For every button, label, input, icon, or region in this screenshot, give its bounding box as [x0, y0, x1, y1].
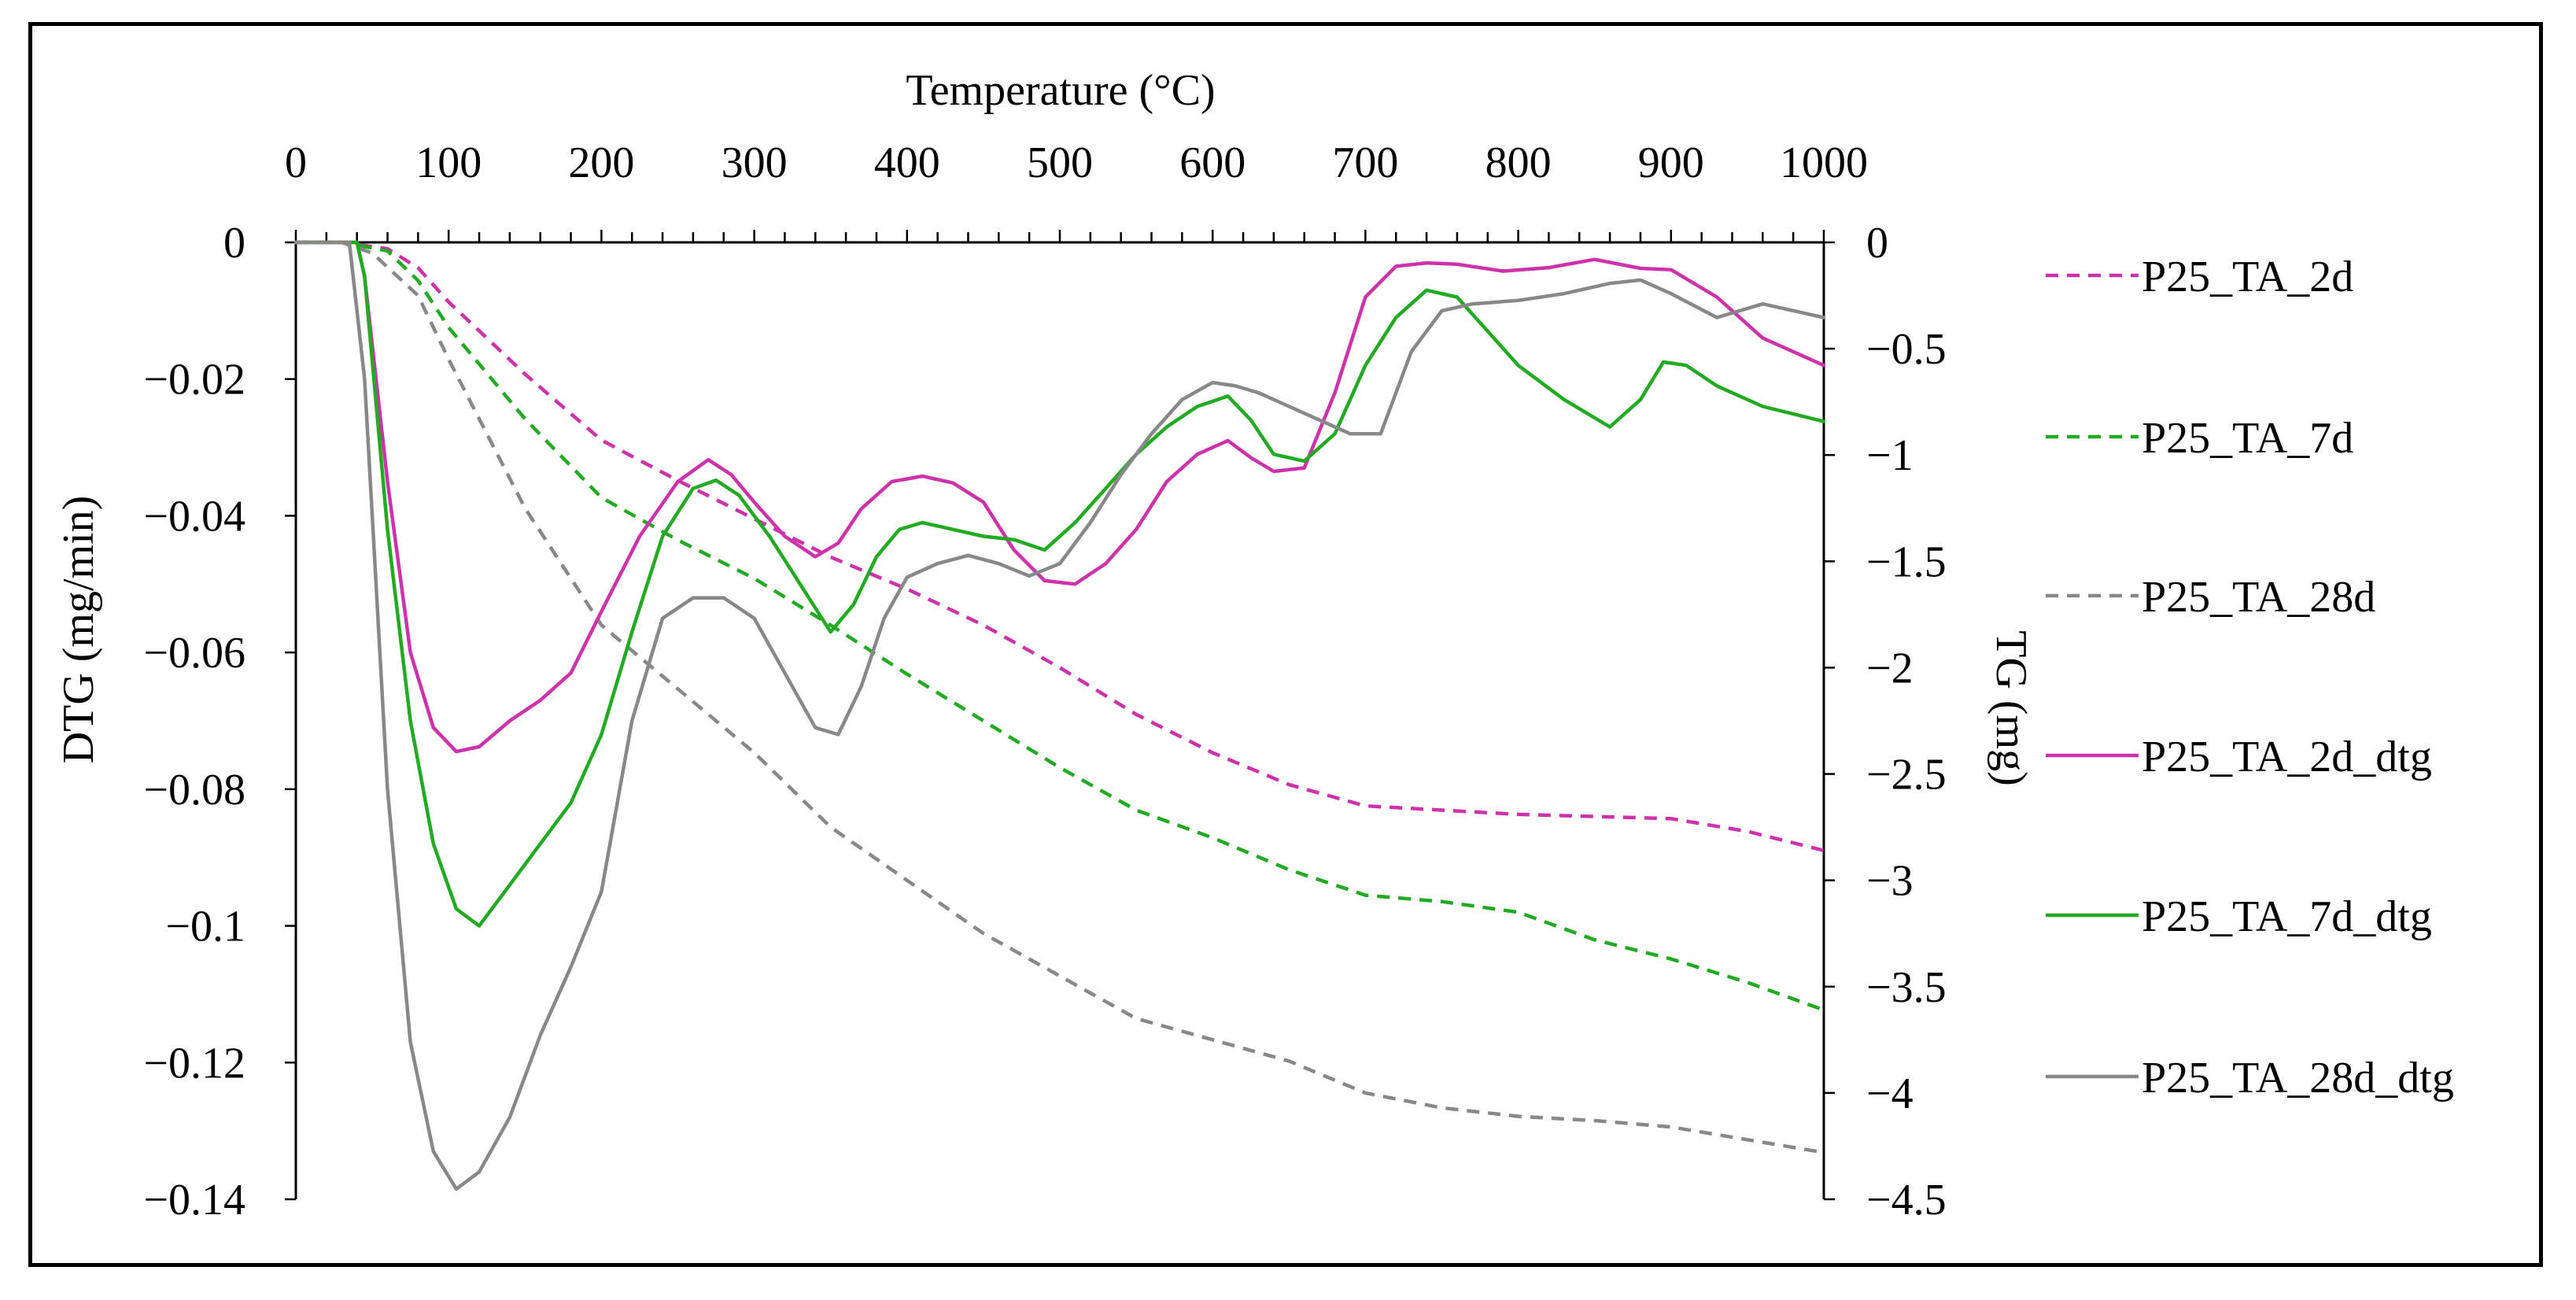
series-line-p25-ta-7d	[296, 240, 1825, 1012]
x-tick-label: 700	[1332, 138, 1398, 187]
y-right-tick-label: −0.5	[1866, 325, 1947, 374]
y-right-tick-label: −3.5	[1866, 963, 1947, 1012]
legend-label: P25_TA_2d_dtg	[2142, 733, 2432, 781]
x-tick-label: 1000	[1780, 138, 1868, 187]
y-left-tick-label: −0.02	[143, 356, 245, 404]
legend-layer: P25_TA_2d P25_TA_7d P25_TA_28d P25_TA_2d_dt…	[2046, 253, 2454, 1102]
series-line-p25-ta-2d-dtg	[293, 240, 1826, 754]
x-tick-label: 300	[722, 138, 788, 187]
x-tick-label: 800	[1485, 138, 1552, 187]
y-right-tick-label: −2.5	[1866, 751, 1947, 800]
y-axis-right-title: TG (mg)	[1987, 630, 2035, 786]
x-tick-label: 600	[1179, 138, 1246, 187]
x-tick-label: 500	[1027, 138, 1093, 187]
y-axis-left-title: DTG (mg/min)	[54, 496, 103, 764]
x-tick-label: 900	[1638, 138, 1704, 187]
series-line-p25-ta-7d-dtg	[293, 240, 1826, 928]
y-right-tick-label: 0	[1866, 219, 1888, 268]
y-right-tick-label: −4.5	[1866, 1176, 1947, 1224]
series-line-p25-ta-2d	[296, 240, 1825, 852]
legend-label: P25_TA_28d_dtg	[2142, 1054, 2454, 1102]
chart-frame	[28, 22, 2543, 1267]
y-left-tick-label: 0	[223, 219, 245, 268]
legend-label: P25_TA_7d	[2142, 414, 2353, 463]
y-left-tick-label: −0.12	[143, 1039, 245, 1088]
y-right-tick-label: −3	[1866, 857, 1914, 906]
x-tick-label: 100	[415, 138, 482, 187]
series-layer	[293, 240, 1826, 1191]
y-right-tick-label: −4	[1866, 1069, 1914, 1118]
y-left-tick-label: −0.04	[143, 492, 245, 541]
legend-label: P25_TA_2d	[2142, 253, 2353, 301]
x-tick-label: 200	[568, 138, 634, 187]
y-right-tick-label: −1	[1866, 431, 1914, 480]
x-tick-label: 0	[285, 138, 307, 187]
x-tick-label: 400	[874, 138, 940, 187]
axes-layer: 0 100 200 300 400 500 600 700 800 900 1000 0 −0.02 −0…	[143, 138, 1946, 1224]
legend-label: P25_TA_28d	[2142, 573, 2375, 622]
series-line-p25-ta-28d-dtg	[293, 240, 1826, 1191]
x-axis-title: Temperature (°C)	[906, 66, 1215, 115]
series-line-p25-ta-28d	[296, 240, 1825, 1154]
legend-label: P25_TA_7d_dtg	[2142, 892, 2432, 941]
y-left-tick-label: −0.06	[143, 629, 245, 678]
y-left-tick-label: −0.08	[143, 766, 245, 814]
y-left-tick-label: −0.14	[143, 1176, 245, 1224]
y-left-tick-label: −0.1	[165, 903, 245, 951]
y-right-tick-label: −2	[1866, 644, 1914, 692]
y-right-tick-label: −1.5	[1866, 537, 1947, 586]
